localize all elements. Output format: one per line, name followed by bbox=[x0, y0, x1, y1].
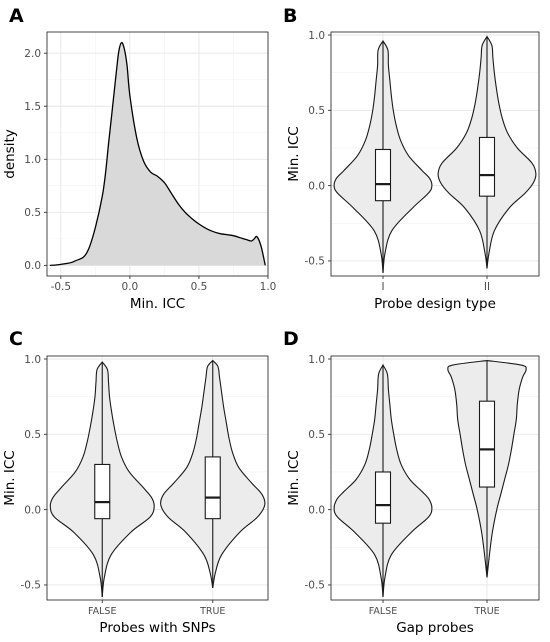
panel-border bbox=[46, 31, 269, 277]
box-ii bbox=[478, 136, 496, 197]
y-tick-label: 0.0 bbox=[24, 260, 41, 272]
panel-a: 0.0 0.5 1.0 1.5 2.0 -0.5 0.0 0.5 1.0 Min. ICC dens… bbox=[2, 31, 277, 312]
panel-border bbox=[46, 355, 269, 601]
x-axis-title: Probes with SNPs bbox=[99, 620, 215, 636]
panel-border bbox=[330, 355, 540, 601]
x-tick-label: -0.5 bbox=[51, 281, 72, 293]
y-tick-label: 0.5 bbox=[308, 105, 325, 117]
x-axis-title: Probe design type bbox=[374, 296, 496, 312]
y-tick-label: 1.0 bbox=[24, 354, 41, 366]
panel-label-d: D bbox=[283, 328, 299, 350]
panel-label-a: A bbox=[9, 5, 24, 27]
x-tick-label: TRUE bbox=[199, 606, 225, 617]
y-tick-label: 0.0 bbox=[24, 504, 41, 516]
y-tick-label: -0.5 bbox=[305, 256, 326, 268]
box-i bbox=[374, 148, 392, 202]
x-tick-label: 1.0 bbox=[260, 281, 277, 293]
y-axis-title: Min. ICC bbox=[2, 450, 18, 505]
panel-d: -0.5 0.0 0.5 1.0 FALSE TRUE Gap probes Min. ICC bbox=[286, 354, 540, 636]
y-tick-label: 1.0 bbox=[308, 30, 325, 42]
plot-layer: 0.0 0.5 1.0 1.5 2.0 -0.5 0.0 0.5 1.0 Min. ICC dens… bbox=[2, 30, 540, 636]
y-tick-label: 0.5 bbox=[24, 207, 41, 219]
panel-border bbox=[330, 31, 540, 277]
panel-c: -0.5 0.0 0.5 1.0 FALSE TRUE Probes with SNPs Mi… bbox=[2, 354, 269, 636]
x-tick-label: TRUE bbox=[473, 606, 499, 617]
y-tick-label: 1.0 bbox=[308, 354, 325, 366]
panel-label-b: B bbox=[283, 5, 297, 27]
y-axis-title: Min. ICC bbox=[286, 450, 302, 505]
x-tick-label: 0.5 bbox=[191, 281, 208, 293]
density-curve bbox=[49, 41, 266, 267]
box-false bbox=[94, 463, 111, 520]
y-tick-label: -0.5 bbox=[21, 580, 42, 592]
box-true bbox=[204, 456, 221, 520]
x-axis-title: Gap probes bbox=[396, 620, 474, 636]
y-tick-label: -0.5 bbox=[305, 580, 326, 592]
y-axis-title: Min. ICC bbox=[286, 126, 302, 181]
y-axis-title: density bbox=[2, 129, 18, 179]
x-tick-label: 0.0 bbox=[122, 281, 139, 293]
density-fill bbox=[49, 42, 266, 266]
y-tick-label: 1.5 bbox=[24, 101, 41, 113]
box-false bbox=[374, 471, 392, 524]
panel-label-c: C bbox=[9, 328, 23, 350]
y-tick-label: 0.5 bbox=[308, 429, 325, 441]
y-tick-label: 1.0 bbox=[24, 154, 41, 166]
y-tick-label: 0.0 bbox=[308, 180, 325, 192]
y-tick-label: 2.0 bbox=[24, 48, 41, 60]
x-tick-label: FALSE bbox=[88, 606, 116, 617]
x-axis-title: Min. ICC bbox=[130, 296, 185, 312]
y-tick-label: 0.5 bbox=[24, 429, 41, 441]
x-tick-label: I bbox=[381, 281, 384, 293]
x-tick-label: FALSE bbox=[369, 606, 397, 617]
y-tick-label: 0.0 bbox=[308, 504, 325, 516]
x-tick-label: II bbox=[484, 281, 490, 293]
box-true bbox=[478, 400, 496, 488]
